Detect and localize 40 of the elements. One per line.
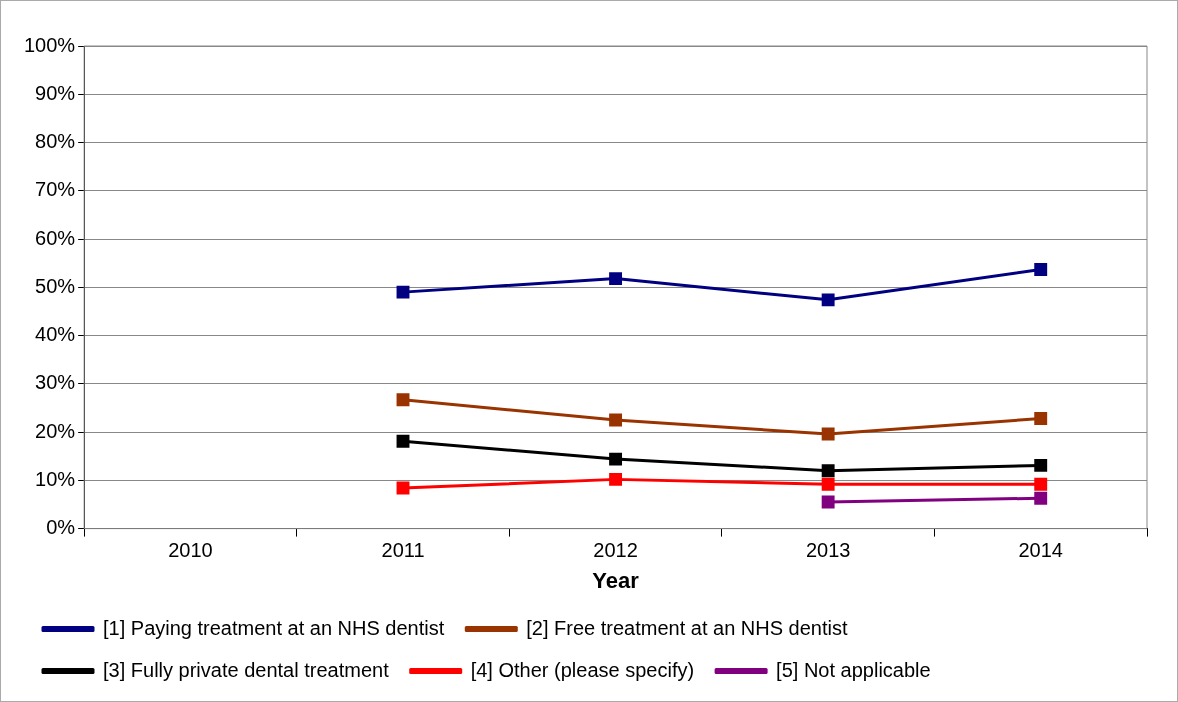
y-tick-label: 50% xyxy=(35,274,76,297)
x-axis-title: Year xyxy=(592,567,640,593)
point xyxy=(396,434,410,448)
y-tick-label: 10% xyxy=(35,467,76,490)
legend-label: [4] Other (please specify) xyxy=(470,658,695,681)
point xyxy=(1034,412,1048,426)
y-tick-label: 90% xyxy=(35,81,76,104)
point xyxy=(821,495,835,509)
point xyxy=(1034,477,1048,491)
x-tick-label: 2010 xyxy=(168,539,213,562)
point xyxy=(1034,458,1048,472)
point xyxy=(821,464,835,478)
point xyxy=(609,472,623,486)
legend-label: [5] Not applicable xyxy=(776,658,931,681)
x-tick-label: 2014 xyxy=(1018,539,1063,562)
point xyxy=(821,293,835,307)
y-tick-label: 30% xyxy=(35,371,76,394)
x-tick-label: 2012 xyxy=(593,539,638,562)
point xyxy=(609,413,623,427)
legend-label: [2] Free treatment at an NHS dentist xyxy=(526,616,848,639)
x-tick-label: 2011 xyxy=(381,539,425,562)
point xyxy=(821,477,835,491)
y-tick-label: 80% xyxy=(35,130,76,153)
y-tick-label: 20% xyxy=(35,419,76,442)
point xyxy=(609,272,623,286)
y-tick-label: 100% xyxy=(24,33,76,56)
point xyxy=(1034,262,1048,276)
y-tick-label: 70% xyxy=(35,178,76,201)
point xyxy=(396,481,410,495)
y-tick-label: 40% xyxy=(35,323,76,346)
point xyxy=(1034,491,1048,505)
x-tick-label: 2013 xyxy=(805,539,851,562)
point xyxy=(396,393,410,407)
point xyxy=(821,427,835,441)
y-tick-label: 60% xyxy=(35,226,76,249)
legend-label: [3] Fully private dental treatment xyxy=(103,658,390,681)
point xyxy=(396,285,410,299)
point xyxy=(609,452,623,466)
y-tick-label: 0% xyxy=(46,516,76,539)
legend-label: [1] Paying treatment at an NHS dentist xyxy=(103,616,445,639)
